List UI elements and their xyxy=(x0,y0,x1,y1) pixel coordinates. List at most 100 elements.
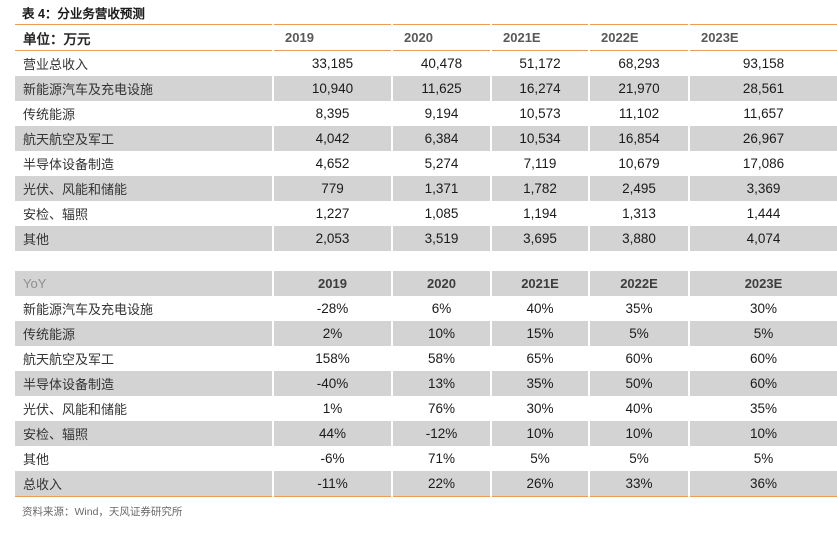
table-row: 航天航空及军工 158% 58% 65% 60% 60% xyxy=(15,346,837,371)
value-cell: 11,625 xyxy=(391,76,491,101)
table-row: 传统能源 8,395 9,194 10,573 11,102 11,657 xyxy=(15,101,837,126)
value-cell: 10,573 xyxy=(490,101,589,126)
value-cell: 4,042 xyxy=(272,126,392,151)
yoy-year-header-2019: 2019 xyxy=(272,271,392,296)
table-row: 新能源汽车及充电设施 -28% 6% 40% 35% 30% xyxy=(15,296,837,321)
value-cell: 5% xyxy=(588,321,689,346)
value-cell: 30% xyxy=(490,396,589,421)
revenue-header-row: 单位：万元 2019 2020 2021E 2022E 2023E xyxy=(15,24,837,51)
table-row: 半导体设备制造 4,652 5,274 7,119 10,679 17,086 xyxy=(15,151,837,176)
row-label: 安检、辐照 xyxy=(23,207,89,222)
value-cell: 10% xyxy=(588,421,689,446)
row-label: 航天航空及军工 xyxy=(23,352,115,367)
row-label: 新能源汽车及充电设施 xyxy=(23,302,154,317)
value-cell: 26% xyxy=(490,471,589,497)
table-row: 安检、辐照 1,227 1,085 1,194 1,313 1,444 xyxy=(15,201,837,226)
value-cell: -11% xyxy=(272,471,392,497)
row-label: 其他 xyxy=(15,226,273,251)
value-cell: 60% xyxy=(688,371,837,396)
row-label: 半导体设备制造 xyxy=(15,371,273,396)
value-cell: 1% xyxy=(272,396,392,421)
value-cell: 9,194 xyxy=(391,101,491,126)
year-header-2023e: 2023E xyxy=(688,24,837,51)
revenue-forecast-table: 单位：万元 2019 2020 2021E 2022E 2023E 营业总收入 3… xyxy=(15,24,837,251)
value-cell: -28% xyxy=(272,296,392,321)
row-label: 传统能源 xyxy=(15,321,273,346)
value-cell: 10,534 xyxy=(490,126,589,151)
value-cell: 6,384 xyxy=(391,126,491,151)
value-cell: 1,313 xyxy=(588,201,689,226)
value-cell: 22% xyxy=(391,471,491,497)
value-cell: 36% xyxy=(688,471,837,497)
value-cell: 1,444 xyxy=(688,201,837,226)
value-cell: 5% xyxy=(588,446,689,471)
value-cell: 3,519 xyxy=(391,226,491,251)
row-label: 总收入 xyxy=(15,471,273,497)
value-cell: -40% xyxy=(272,371,392,396)
value-cell: 1,371 xyxy=(391,176,491,201)
yoy-growth-table: YoY 2019 2020 2021E 2022E 2023E 新能源汽车及充电… xyxy=(15,271,837,497)
value-cell: 1,194 xyxy=(490,201,589,226)
value-cell: 65% xyxy=(490,346,589,371)
year-header-2020: 2020 xyxy=(391,24,491,51)
value-cell: 35% xyxy=(588,296,689,321)
value-cell: 5,274 xyxy=(391,151,491,176)
value-cell: 28,561 xyxy=(688,76,837,101)
value-cell: 4,652 xyxy=(272,151,392,176)
table-row: 其他 2,053 3,519 3,695 3,880 4,074 xyxy=(15,226,837,251)
value-cell: 71% xyxy=(391,446,491,471)
row-label: 光伏、风能和储能 xyxy=(23,402,128,417)
value-cell: 21,970 xyxy=(588,76,689,101)
value-cell: 2,053 xyxy=(272,226,392,251)
value-cell: 44% xyxy=(272,421,392,446)
table-row: 航天航空及军工 4,042 6,384 10,534 16,854 26,967 xyxy=(15,126,837,151)
row-label: 半导体设备制造 xyxy=(23,157,115,172)
value-cell: 2% xyxy=(272,321,392,346)
yoy-year-header-2023e: 2023E xyxy=(688,271,837,296)
yoy-year-header-2021e: 2021E xyxy=(490,271,589,296)
row-label: 光伏、风能和储能 xyxy=(15,176,273,201)
value-cell: 10% xyxy=(490,421,589,446)
value-cell: 60% xyxy=(588,346,689,371)
yoy-header: YoY xyxy=(23,276,47,291)
value-cell: 58% xyxy=(391,346,491,371)
value-cell: 16,854 xyxy=(588,126,689,151)
value-cell: 60% xyxy=(688,346,837,371)
unit-header: 单位：万元 xyxy=(23,31,91,47)
row-label: 安检、辐照 xyxy=(15,421,273,446)
value-cell: 93,158 xyxy=(688,50,837,76)
value-cell: 68,293 xyxy=(588,50,689,76)
value-cell: 2,495 xyxy=(588,176,689,201)
value-cell: -6% xyxy=(272,446,392,471)
table-row: 新能源汽车及充电设施 10,940 11,625 16,274 21,970 28,561 xyxy=(15,76,837,101)
row-label: 营业总收入 xyxy=(23,57,89,72)
table-row: 传统能源 2% 10% 15% 5% 5% xyxy=(15,321,837,346)
year-header-2021e: 2021E xyxy=(490,24,589,51)
year-header-2019: 2019 xyxy=(272,24,392,51)
value-cell: 6% xyxy=(391,296,491,321)
value-cell: 1,085 xyxy=(391,201,491,226)
page-title: 表 4：分业务营收预测 xyxy=(22,7,145,21)
value-cell: 5% xyxy=(688,321,837,346)
table-row: 营业总收入 33,185 40,478 51,172 68,293 93,158 xyxy=(15,50,837,76)
value-cell: 35% xyxy=(688,396,837,421)
value-cell: 11,102 xyxy=(588,101,689,126)
value-cell: 8,395 xyxy=(272,101,392,126)
value-cell: 10% xyxy=(688,421,837,446)
value-cell: 10% xyxy=(391,321,491,346)
value-cell: 779 xyxy=(272,176,392,201)
value-cell: 50% xyxy=(588,371,689,396)
row-label: 其他 xyxy=(23,452,50,467)
value-cell: 1,227 xyxy=(272,201,392,226)
value-cell: 4,074 xyxy=(688,226,837,251)
value-cell: 16,274 xyxy=(490,76,589,101)
yoy-year-header-2020: 2020 xyxy=(391,271,491,296)
value-cell: 3,695 xyxy=(490,226,589,251)
row-label: 传统能源 xyxy=(23,107,76,122)
value-cell: 1,782 xyxy=(490,176,589,201)
value-cell: 76% xyxy=(391,396,491,421)
value-cell: 3,369 xyxy=(688,176,837,201)
value-cell: 40% xyxy=(588,396,689,421)
row-label: 航天航空及军工 xyxy=(15,126,273,151)
